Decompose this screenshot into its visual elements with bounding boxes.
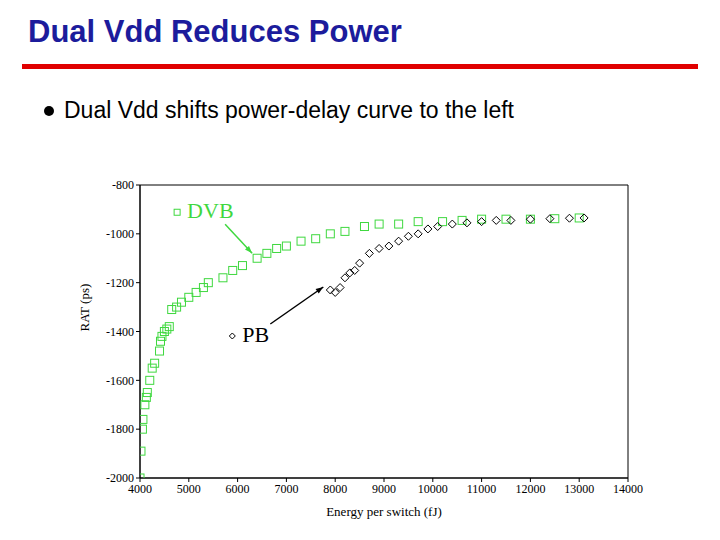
svg-text:8000: 8000 — [323, 482, 347, 496]
svg-text:11000: 11000 — [467, 482, 497, 496]
svg-text:14000: 14000 — [613, 482, 643, 496]
svg-text:6000: 6000 — [226, 482, 250, 496]
svg-text:-1200: -1200 — [106, 276, 134, 290]
svg-text:Energy per switch (fJ): Energy per switch (fJ) — [326, 504, 442, 519]
svg-text:5000: 5000 — [177, 482, 201, 496]
html-text:Dual Vdd shifts power-delay cu: Dual Vdd shifts power-delay curve to the… — [64, 97, 514, 123]
svg-text:RAT (ps): RAT (ps) — [80, 284, 92, 332]
svg-text:12000: 12000 — [515, 482, 545, 496]
svg-text:-800: -800 — [112, 178, 134, 192]
svg-text:10000: 10000 — [418, 482, 448, 496]
svg-text:-1400: -1400 — [106, 325, 134, 339]
svg-text:-2000: -2000 — [106, 471, 134, 485]
svg-text:7000: 7000 — [274, 482, 298, 496]
html-text:Dual Vdd Reduces Power: Dual Vdd Reduces Power — [28, 14, 402, 49]
svg-text:13000: 13000 — [564, 482, 594, 496]
svg-text:-1800: -1800 — [106, 422, 134, 436]
svg-text:9000: 9000 — [372, 482, 396, 496]
svg-text:-1000: -1000 — [106, 227, 134, 241]
svg-text:4000: 4000 — [128, 481, 152, 496]
svg-text:PB: PB — [242, 322, 269, 347]
svg-text:DVB: DVB — [187, 198, 233, 223]
svg-text:-1600: -1600 — [106, 374, 134, 388]
